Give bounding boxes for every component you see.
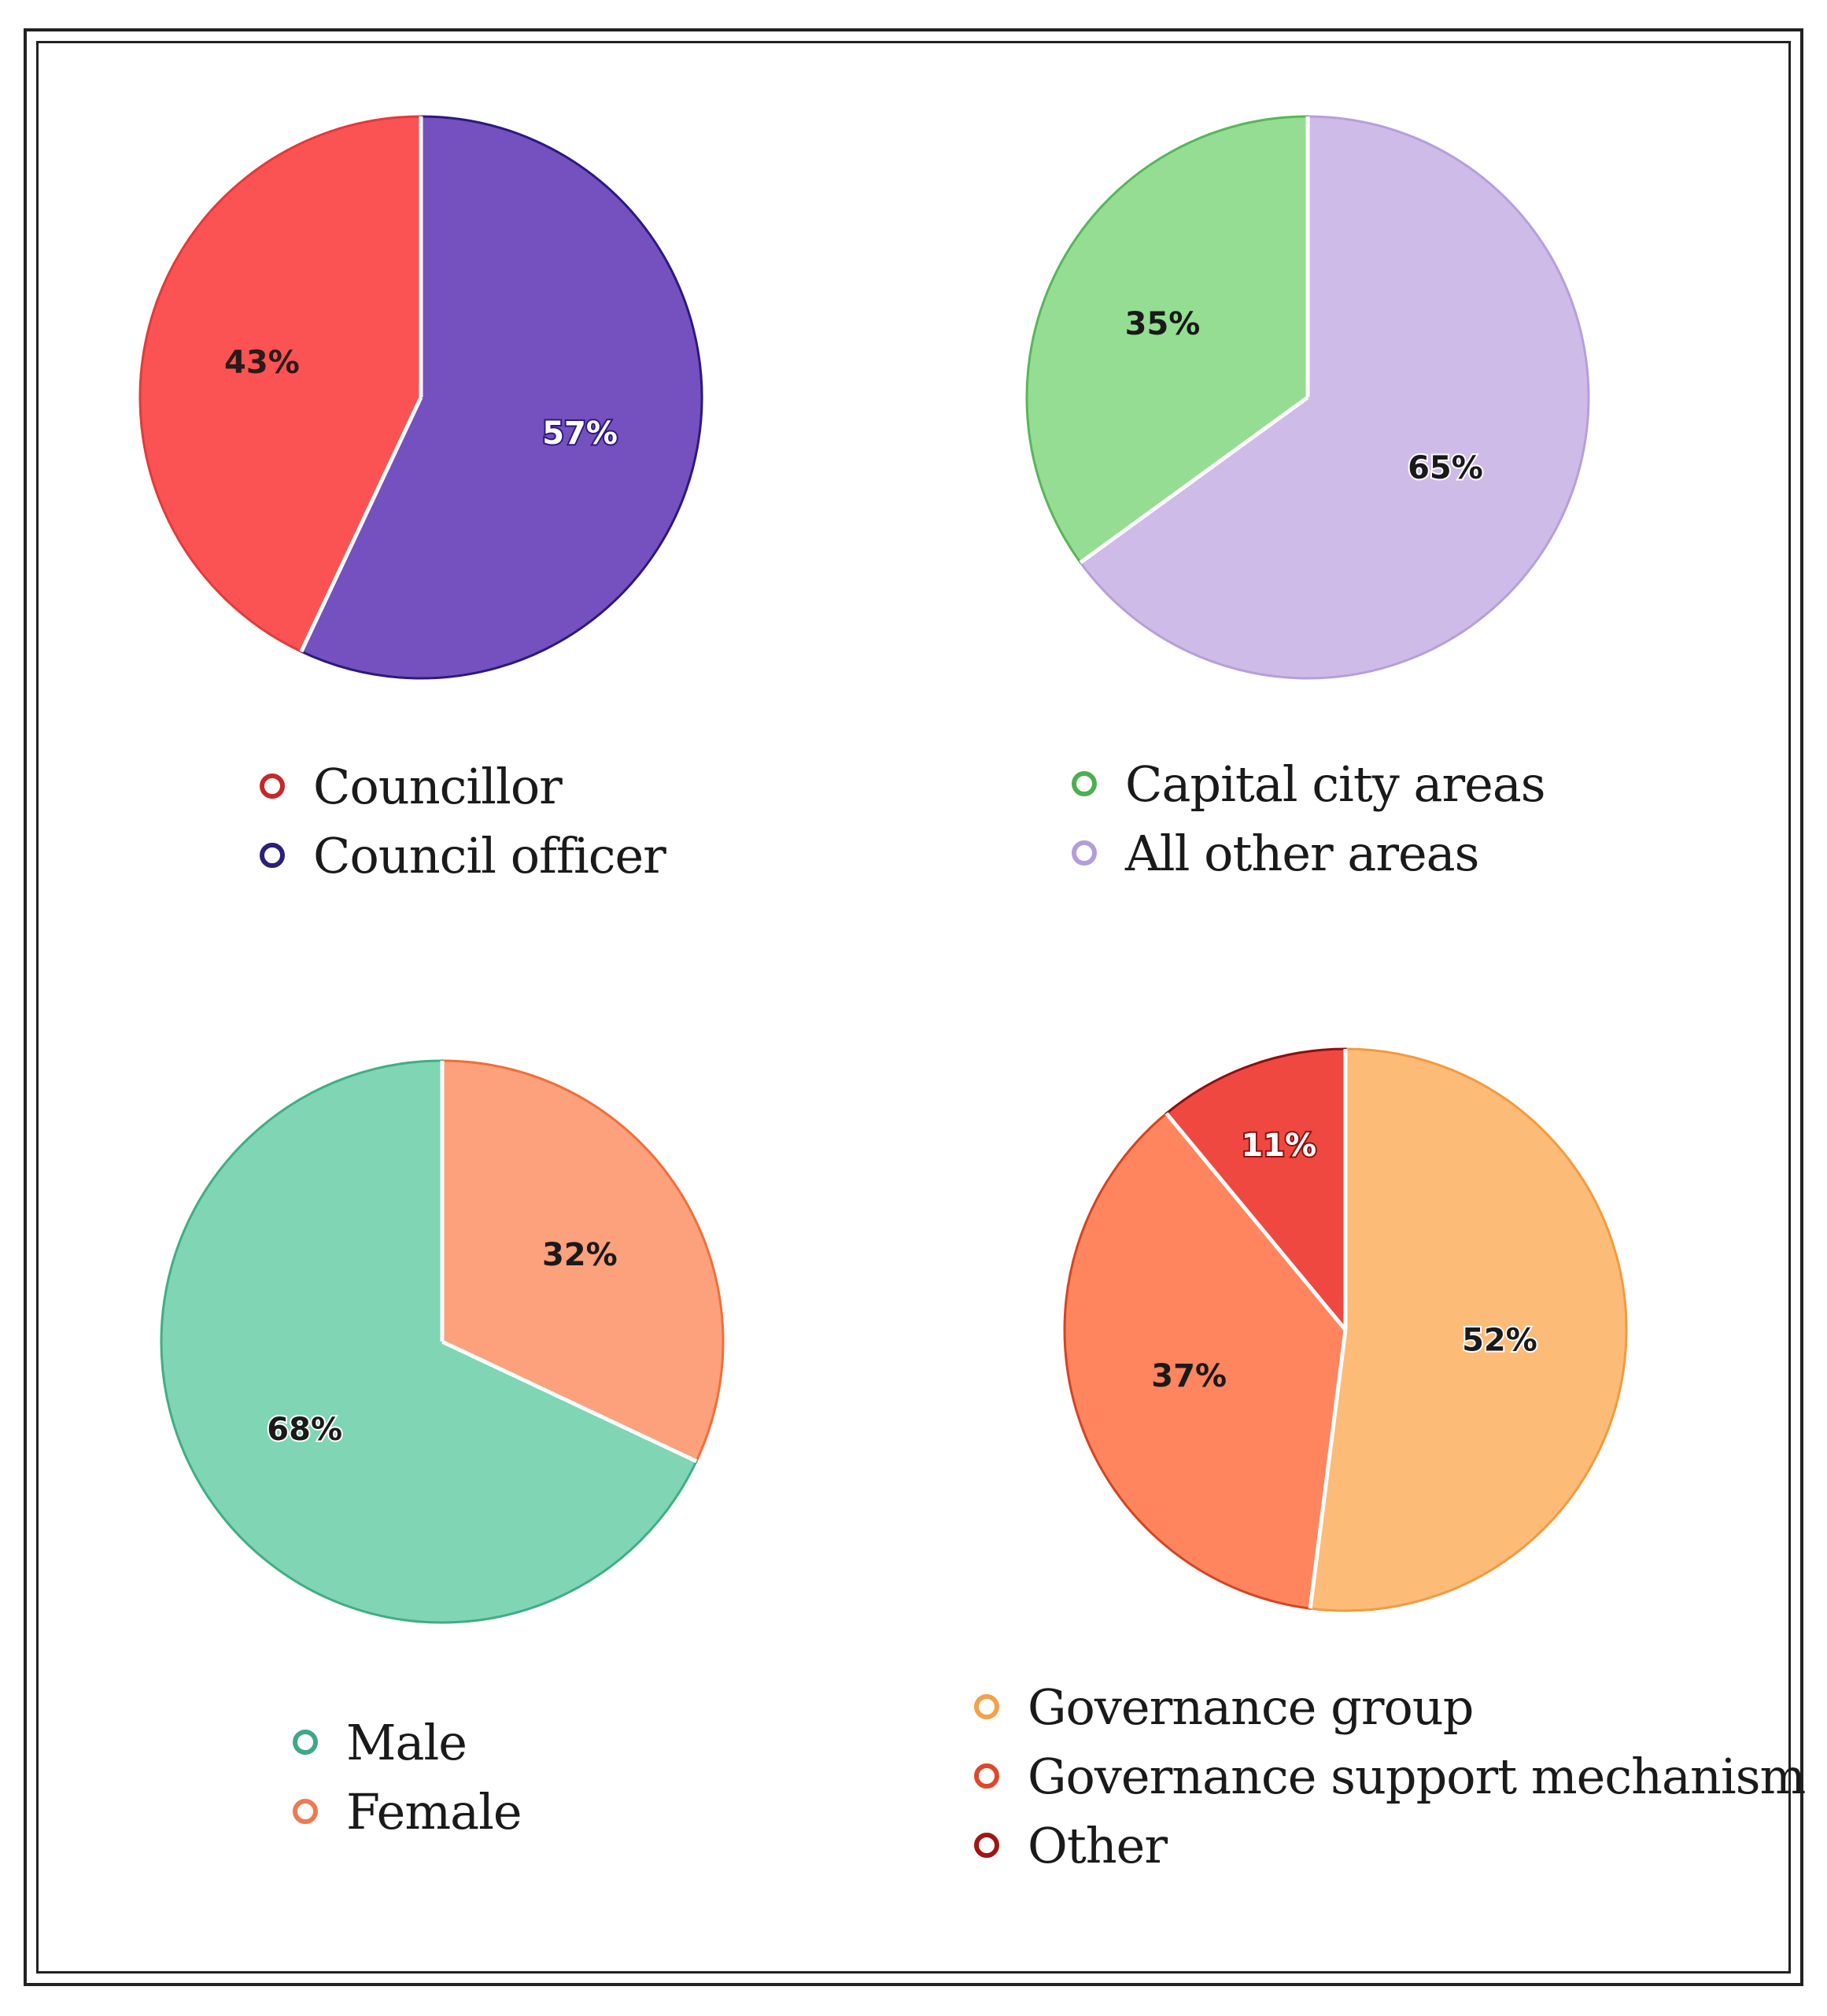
- slice-percent-label: 65%: [1408, 450, 1483, 486]
- legend-dot-icon: [974, 1833, 999, 1858]
- legend-item-male: Male: [293, 1708, 522, 1777]
- pie-slice-governance-group: [1308, 1047, 1628, 1612]
- pie-slice-male: [160, 1059, 699, 1624]
- inner-frame-border: [36, 41, 1791, 1974]
- pie-chart-group: 52% 37% 11%: [1063, 1047, 1628, 1612]
- legend-item-female: Female: [293, 1777, 522, 1846]
- legend-item-governance-support-mechanism: Governance support mechanism: [974, 1741, 1806, 1811]
- pie-chart-role: 57% 43%: [138, 115, 703, 680]
- slice-percent-label: 43%: [224, 345, 300, 381]
- legend-group: Governance group Governance support mech…: [974, 1672, 1806, 1880]
- pie-chart-gender: 32% 68%: [160, 1059, 725, 1624]
- pie-slice-capital-city-areas: [1025, 115, 1309, 564]
- legend-dot-icon: [974, 1694, 999, 1719]
- legend-label: All other areas: [1125, 824, 1479, 882]
- slice-percent-label: 37%: [1151, 1358, 1227, 1394]
- legend-label: Governance group: [1028, 1678, 1474, 1736]
- slice-separator: [299, 396, 423, 653]
- legend-dot-icon: [260, 774, 285, 799]
- slice-separator: [1164, 1112, 1347, 1331]
- legend-item-other: Other: [974, 1811, 1805, 1880]
- legend-item-councillor: Councillor: [260, 751, 666, 821]
- slice-percent-label: 35%: [1125, 306, 1201, 342]
- pie-slice-council-officer: [299, 115, 703, 680]
- pie-slice-female: [441, 1059, 725, 1463]
- legend-label: Male: [346, 1713, 467, 1771]
- slice-separator: [1308, 1329, 1348, 1609]
- pie-slice-other: [1164, 1047, 1347, 1334]
- legend-dot-icon: [293, 1799, 318, 1824]
- legend-dot-icon: [1072, 771, 1097, 796]
- legend-area: Capital city areas All other areas: [1072, 749, 1546, 888]
- legend-dot-icon: [293, 1730, 318, 1755]
- legend-label: Capital city areas: [1125, 755, 1546, 813]
- legend-item-capital-city-areas: Capital city areas: [1072, 749, 1546, 818]
- slice-separator: [441, 1339, 698, 1464]
- legend-dot-icon: [974, 1763, 999, 1789]
- slice-percent-label: 57%: [542, 415, 618, 452]
- slice-percent-label: 52%: [1462, 1322, 1537, 1358]
- pie-slice-all-other-areas: [1079, 115, 1590, 680]
- legend-label: Councillor: [313, 757, 563, 815]
- legend-item-all-other-areas: All other areas: [1072, 818, 1545, 888]
- legend-role: Councillor Council officer: [260, 751, 666, 890]
- legend-item-council-officer: Council officer: [260, 821, 666, 890]
- legend-label: Governance support mechanism: [1028, 1747, 1806, 1805]
- legend-dot-icon: [1072, 840, 1097, 866]
- pie-slice-councillor: [138, 115, 423, 654]
- legend-item-governance-group: Governance group: [974, 1672, 1805, 1741]
- legend-label: Other: [1028, 1816, 1168, 1874]
- pie-chart-area: 65% 35%: [1025, 115, 1590, 680]
- slice-percent-label: 32%: [542, 1237, 618, 1273]
- legend-gender: Male Female: [293, 1708, 522, 1846]
- slice-percent-label: 11%: [1241, 1128, 1316, 1164]
- legend-dot-icon: [260, 843, 285, 868]
- slice-percent-label: 68%: [267, 1412, 342, 1448]
- legend-label: Female: [346, 1782, 522, 1841]
- outer-frame-border: [24, 28, 1803, 1986]
- pie-slice-governance-support-mechanism: [1063, 1111, 1347, 1610]
- legend-label: Council officer: [313, 826, 666, 884]
- slice-separator: [1079, 395, 1309, 564]
